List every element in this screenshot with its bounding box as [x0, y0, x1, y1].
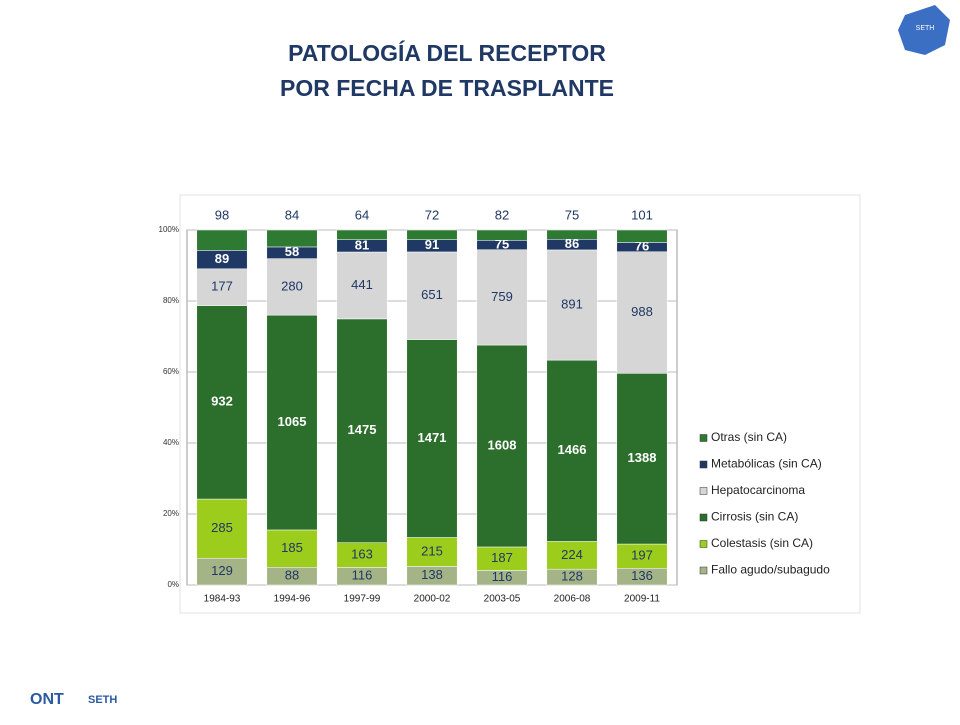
- data-label: 891: [561, 296, 583, 311]
- legend-label: Fallo agudo/subagudo: [711, 563, 830, 577]
- data-label: 89: [215, 251, 229, 266]
- legend-swatch: [699, 487, 708, 495]
- data-label: 187: [491, 550, 513, 565]
- bar-segment: [266, 529, 318, 568]
- bar-segment: [616, 373, 668, 545]
- y-tick-label: 0%: [167, 580, 179, 589]
- bar-segment: [266, 258, 318, 316]
- data-label: 185: [281, 540, 303, 555]
- data-label: 64: [355, 207, 369, 222]
- legend-label: Hepatocarcinoma: [711, 483, 805, 497]
- bar-segment: [616, 229, 668, 243]
- data-label: 75: [565, 207, 579, 222]
- bar-segment: [336, 251, 388, 320]
- legend-swatch: [699, 460, 708, 469]
- data-label: 988: [631, 304, 653, 319]
- y-tick-label: 40%: [163, 438, 179, 447]
- x-tick-label: 2006-08: [554, 594, 591, 605]
- data-label: 1388: [628, 450, 657, 465]
- logo: ONT: [30, 691, 64, 708]
- y-tick-label: 20%: [163, 509, 179, 518]
- data-label: 1608: [488, 437, 517, 452]
- bar-segment: [476, 344, 528, 548]
- x-tick-label: 2000-02: [414, 594, 451, 605]
- bar-segment: [406, 251, 458, 340]
- data-label: 116: [352, 568, 373, 583]
- bar-segment: [406, 229, 458, 240]
- legend-label: Metabólicas (sin CA): [711, 457, 822, 471]
- data-label: 1065: [278, 414, 307, 429]
- logo: SETH: [88, 694, 117, 706]
- bar-segment: [406, 537, 458, 567]
- x-tick-label: 1984-93: [204, 594, 241, 605]
- bar-segment: [196, 557, 248, 586]
- data-label: 759: [491, 289, 513, 304]
- data-label: 224: [561, 547, 583, 562]
- data-label: 84: [285, 207, 299, 222]
- legend-swatch: [699, 434, 708, 442]
- y-tick-label: 80%: [163, 296, 179, 305]
- y-tick-label: 60%: [163, 367, 179, 376]
- legend-label: Colestasis (sin CA): [711, 536, 813, 550]
- legend-label: Otras (sin CA): [711, 430, 787, 444]
- bar-segment: [336, 542, 388, 568]
- data-label: 1466: [558, 442, 587, 457]
- data-label: 86: [565, 236, 579, 251]
- data-label: 81: [355, 237, 369, 252]
- data-label: 101: [631, 207, 653, 222]
- bar-segment: [196, 305, 248, 500]
- x-tick-label: 2009-11: [624, 594, 660, 605]
- bar-segment: [336, 229, 388, 240]
- data-label: 441: [351, 277, 373, 292]
- x-tick-label: 2003-05: [484, 594, 521, 605]
- data-label: 128: [561, 569, 583, 584]
- map-label: SETH: [916, 25, 935, 32]
- bar-segment: [196, 229, 248, 251]
- data-label: 280: [281, 278, 303, 293]
- y-tick-label: 100%: [159, 225, 179, 234]
- chart-title: PATOLOGÍA DEL RECEPTOR: [288, 39, 606, 66]
- bar-segment: [336, 318, 388, 543]
- bar-segment: [616, 251, 668, 374]
- data-label: 88: [285, 568, 299, 583]
- bar-segment: [266, 229, 318, 248]
- data-label: 98: [215, 207, 229, 222]
- data-label: 197: [631, 548, 653, 563]
- bar-segment: [196, 498, 248, 559]
- bar-segment: [476, 249, 528, 346]
- data-label: 91: [425, 237, 439, 252]
- data-label: 1475: [348, 422, 377, 437]
- data-label: 285: [211, 520, 233, 535]
- data-label: 1471: [418, 430, 447, 445]
- legend-swatch: [699, 513, 708, 522]
- legend-swatch: [699, 540, 708, 548]
- bar-segment: [406, 339, 458, 538]
- data-label: 177: [211, 279, 233, 294]
- data-label: 82: [495, 207, 509, 222]
- data-label: 215: [421, 543, 443, 558]
- data-label: 116: [492, 569, 513, 584]
- bar-segment: [546, 229, 598, 240]
- x-tick-label: 1997-99: [344, 594, 381, 605]
- bar-segment: [476, 229, 528, 241]
- data-label: 72: [425, 207, 439, 222]
- chart-title: POR FECHA DE TRASPLANTE: [280, 75, 614, 101]
- data-label: 58: [285, 244, 299, 259]
- map-icon: [898, 5, 950, 55]
- bar-segment: [196, 268, 248, 306]
- legend-swatch: [699, 566, 708, 575]
- data-label: 129: [211, 563, 233, 578]
- x-tick-label: 1994-96: [274, 594, 311, 605]
- bar-segment: [546, 249, 598, 361]
- data-label: 163: [351, 546, 373, 561]
- data-label: 136: [631, 568, 653, 583]
- data-label: 138: [421, 567, 443, 582]
- data-label: 651: [421, 287, 443, 302]
- data-label: 932: [211, 394, 233, 409]
- legend-label: Cirrosis (sin CA): [711, 510, 798, 524]
